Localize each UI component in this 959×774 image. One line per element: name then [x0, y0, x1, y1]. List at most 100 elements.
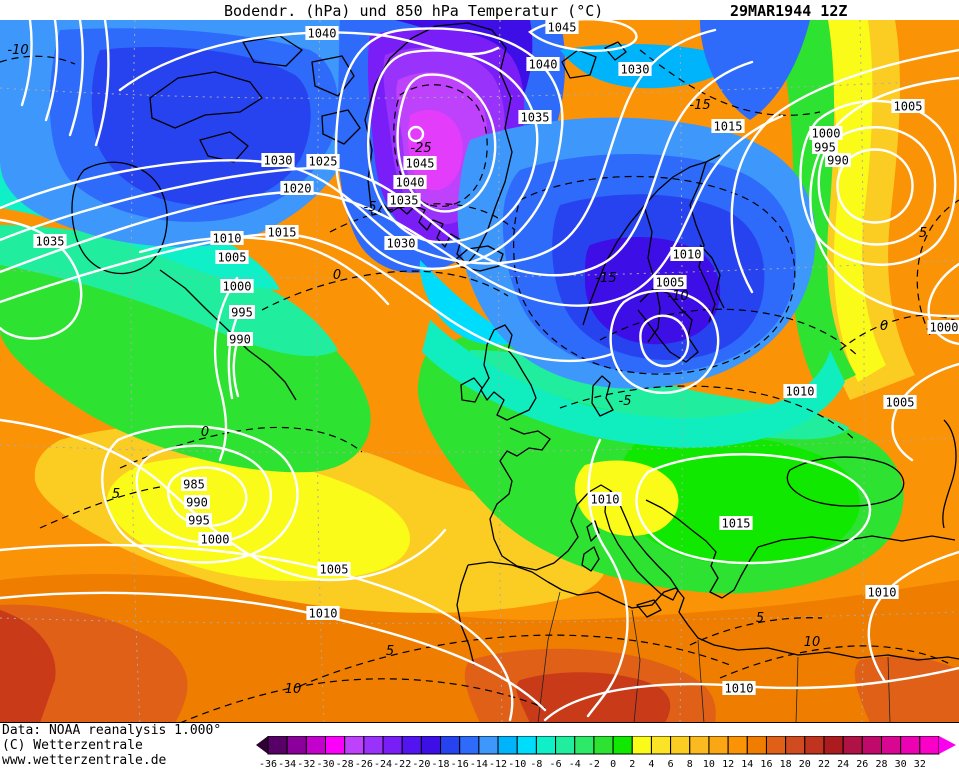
colorbar-tick-label: 8	[687, 759, 693, 770]
colorbar-tick-label: 16	[760, 759, 772, 770]
colorbar-cell	[344, 735, 365, 755]
colorbar-tick-label: -16	[451, 759, 469, 770]
svg-text:1040: 1040	[396, 176, 425, 190]
temp-label: 5	[386, 644, 394, 659]
isobar-label: 1020	[280, 181, 314, 196]
temp-label: -10	[7, 43, 28, 58]
colorbar-cell	[555, 735, 576, 755]
svg-text:990: 990	[186, 496, 208, 510]
svg-text:1035: 1035	[521, 111, 550, 125]
isobar-label: 1000	[927, 320, 959, 335]
temp-label: 10	[285, 682, 302, 697]
isobar-label: 1045	[403, 156, 437, 171]
svg-text:1000: 1000	[223, 280, 252, 294]
temp-label: -15	[595, 271, 616, 286]
copyright-text: (C) Wetterzentrale	[2, 738, 143, 753]
svg-text:990: 990	[827, 154, 849, 168]
colorbar-cell	[842, 735, 863, 755]
colorbar-cell	[785, 735, 806, 755]
colorbar-tick-label: -2	[588, 759, 600, 770]
svg-text:1005: 1005	[656, 276, 685, 290]
colorbar-tick-label: 10	[703, 759, 715, 770]
isobar-label: 995	[186, 513, 212, 528]
svg-text:1000: 1000	[201, 533, 230, 547]
temp-label: 0	[201, 425, 209, 440]
map-bottom-border	[0, 722, 959, 723]
isobar-label: 1010	[670, 247, 704, 262]
temperature-colorbar: -36 -34 -32 -30 -28 -26 -24 -22 -20 -18 -16 -14 -12-…	[256, 735, 959, 770]
isobar-label: 995	[229, 305, 255, 320]
temp-label: 0	[880, 319, 888, 334]
colorbar-cell	[670, 735, 691, 755]
colorbar-cell	[420, 735, 442, 755]
colorbar-tick-label: 20	[799, 759, 811, 770]
colorbar-cell	[900, 735, 921, 755]
svg-text:1010: 1010	[673, 248, 702, 262]
temp-label: -10	[667, 289, 688, 304]
temp-label: -5	[619, 394, 632, 409]
colorbar-tick-label: 24	[837, 759, 849, 770]
colorbar-tick-label: -4	[569, 759, 581, 770]
svg-text:1030: 1030	[621, 63, 650, 77]
temp-label: 5	[112, 487, 120, 502]
svg-text:1040: 1040	[529, 58, 558, 72]
colorbar-cell	[746, 735, 767, 755]
colorbar-cell	[497, 735, 518, 755]
temp-label: -15	[689, 98, 710, 113]
weather-map: 1040 1045 1040 1030 1035 1015 1005 1000 995 990 10…	[0, 18, 959, 724]
isobar-label: 1000	[809, 126, 843, 141]
colorbar-cell	[459, 735, 480, 755]
colorbar-tick-label: 0	[610, 759, 616, 770]
svg-text:1015: 1015	[714, 120, 743, 134]
isobar-label: 1015	[265, 225, 299, 240]
svg-text:990: 990	[229, 333, 251, 347]
colorbar-tick-label: 22	[818, 759, 830, 770]
colorbar-cell	[516, 735, 537, 755]
colorbar-cell	[382, 735, 403, 755]
colorbar-tick-label: -24	[374, 759, 392, 770]
isobar-label: 1000	[198, 532, 232, 547]
isobar-label: 1035	[33, 234, 67, 249]
colorbar-cell	[689, 735, 710, 755]
colorbar-tick-label: 4	[648, 759, 654, 770]
svg-text:1005: 1005	[894, 100, 923, 114]
colorbar-cell	[267, 735, 288, 755]
isobar-label: 995	[812, 140, 838, 155]
svg-text:1035: 1035	[390, 194, 419, 208]
colorbar-tick-label: -18	[432, 759, 450, 770]
temp-label: 5	[756, 611, 764, 626]
colorbar-cell	[823, 735, 844, 755]
colorbar-cell	[804, 735, 825, 755]
map-title: Bodendr. (hPa) und 850 hPa Temperatur (°…	[224, 2, 604, 20]
isobar-label: 1040	[526, 57, 560, 72]
svg-text:1010: 1010	[786, 385, 815, 399]
isobar-label: 1045	[545, 20, 579, 35]
svg-text:1000: 1000	[930, 321, 959, 335]
svg-text:1020: 1020	[283, 182, 312, 196]
colorbar-cell	[401, 735, 422, 755]
map-datetime: 29MAR1944 12Z	[730, 2, 848, 20]
data-source-text: Data: NOAA reanalysis 1.000°	[2, 723, 222, 738]
colorbar-tick-label: -14	[470, 759, 488, 770]
colorbar-cell	[286, 735, 307, 755]
colorbar-tick-label: 14	[741, 759, 753, 770]
svg-text:1045: 1045	[548, 21, 577, 35]
colorbar-tick-label: -10	[508, 759, 526, 770]
isobar-label: 1010	[210, 231, 244, 246]
colorbar-tick-label: -22	[393, 759, 411, 770]
colorbar-cell	[919, 735, 940, 755]
isobar-label: 1005	[317, 562, 351, 577]
svg-text:1045: 1045	[406, 157, 435, 171]
isobar-label: 1005	[653, 275, 687, 290]
svg-text:995: 995	[231, 306, 253, 320]
isobar-label: 1030	[261, 153, 295, 168]
isobar-label: 1010	[865, 585, 899, 600]
isobar-label: 1010	[722, 681, 756, 696]
colorbar-cell	[612, 735, 633, 755]
isobar-label: 1010	[588, 492, 622, 507]
svg-text:995: 995	[814, 141, 836, 155]
